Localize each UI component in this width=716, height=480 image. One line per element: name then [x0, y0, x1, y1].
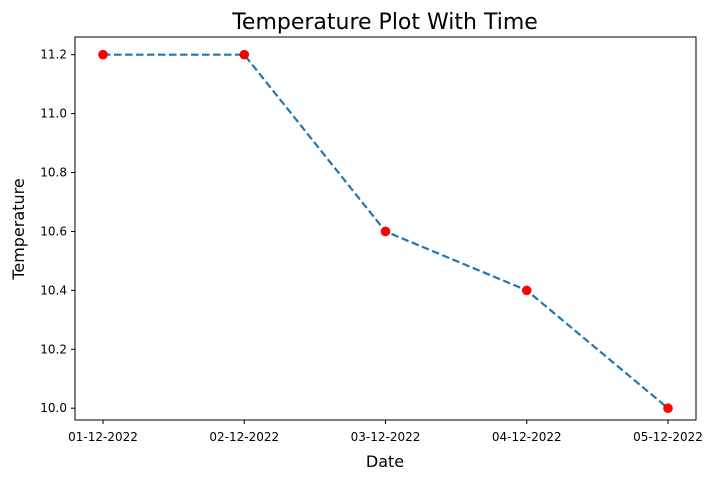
- x-tick-label: 05-12-2022: [633, 430, 703, 444]
- temperature-markers: [98, 49, 673, 414]
- y-tick-label: 10.6: [40, 224, 67, 238]
- plot-frame: [74, 36, 697, 421]
- data-point: [380, 226, 391, 237]
- y-tick-label: 11.2: [40, 48, 67, 62]
- y-axis-ticks: 10.0 10.2 10.4 10.6 10.8 11.0 11.2: [40, 48, 75, 415]
- y-tick-label: 10.0: [40, 401, 67, 415]
- y-tick-label: 10.2: [40, 342, 67, 356]
- y-axis-label: Temperature: [9, 178, 28, 280]
- y-tick-label: 10.8: [40, 166, 67, 180]
- x-tick-label: 01-12-2022: [68, 430, 138, 444]
- x-tick-label: 03-12-2022: [351, 430, 421, 444]
- data-point: [98, 49, 108, 60]
- y-tick-label: 11.0: [40, 107, 67, 121]
- x-axis-label: Date: [366, 452, 404, 471]
- x-axis-ticks: 01-12-2022 02-12-2022 03-12-2022 04-12-2022…: [68, 420, 703, 444]
- x-tick-label: 02-12-2022: [209, 430, 279, 444]
- data-point: [663, 403, 673, 414]
- x-tick-label: 04-12-2022: [492, 430, 562, 444]
- chart-title: Temperature Plot With Time: [231, 10, 538, 35]
- data-point: [521, 285, 532, 296]
- y-tick-label: 10.4: [40, 283, 67, 297]
- data-point: [239, 49, 250, 60]
